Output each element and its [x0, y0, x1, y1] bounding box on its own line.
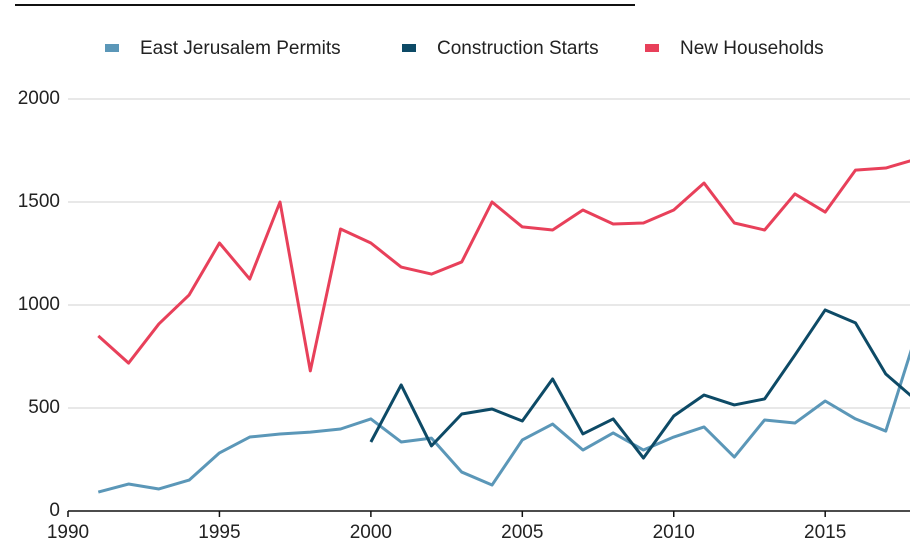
- series-line: [97, 159, 910, 373]
- series-line: [369, 308, 910, 460]
- y-tick-label: 1000: [18, 294, 60, 315]
- x-tick-label: 2000: [350, 522, 392, 543]
- legend-swatch: [402, 44, 416, 52]
- series-line: [97, 349, 910, 494]
- grid: [67, 98, 910, 517]
- x-tick-label: 2005: [501, 522, 543, 543]
- y-tick-label: 1500: [18, 191, 60, 212]
- x-tick-label: 2015: [804, 522, 846, 543]
- legend-swatch: [645, 44, 659, 52]
- legend-swatch: [105, 44, 119, 52]
- labels: 0 500 1000 1500 2000 1990 1995 2000 2005 2010 2015…: [18, 38, 847, 543]
- legend-label: New Households: [680, 38, 824, 59]
- y-tick-label: 0: [49, 500, 60, 521]
- legend-label: East Jerusalem Permits: [140, 38, 341, 59]
- x-tick-label: 1990: [47, 522, 89, 543]
- legend-label: Construction Starts: [437, 38, 599, 59]
- x-tick-label: 1995: [198, 522, 240, 543]
- plot-area: [97, 159, 910, 494]
- x-tick-label: 2010: [653, 522, 695, 543]
- y-tick-label: 2000: [18, 88, 60, 109]
- y-tick-label: 500: [28, 397, 60, 418]
